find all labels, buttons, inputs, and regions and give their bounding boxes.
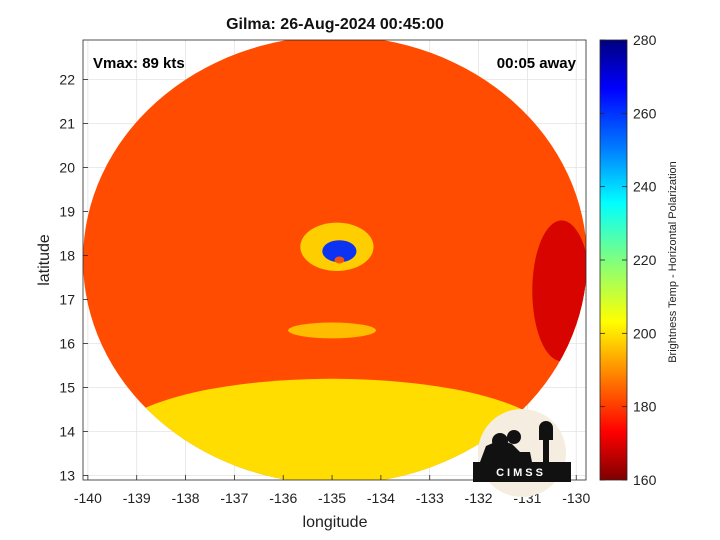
- y-axis-label: latitude: [36, 234, 53, 286]
- y-tick-label: 20: [59, 160, 75, 176]
- y-tick-label: 21: [59, 116, 75, 132]
- feature-eye: [334, 256, 345, 264]
- y-tick-label: 16: [59, 336, 75, 352]
- x-tick-label: -137: [220, 490, 248, 506]
- cimss-logo: CIMSS: [473, 409, 571, 497]
- colorbar-tick-label: 240: [633, 179, 657, 195]
- colorbar-tick-label: 180: [633, 399, 657, 415]
- x-axis-label: longitude: [303, 514, 368, 531]
- y-tick-label: 15: [59, 380, 75, 396]
- x-tick-label: -132: [465, 490, 493, 506]
- x-tick-label: -130: [562, 490, 590, 506]
- colorbar-ticks: 280 260 240 220 200 180 160: [600, 32, 657, 488]
- y-tick-label: 14: [59, 424, 75, 440]
- x-tick-label: -134: [367, 490, 395, 506]
- vmax-annotation: Vmax: 89 kts: [93, 55, 185, 72]
- y-tick-label: 19: [59, 204, 75, 220]
- x-tick-label: -138: [172, 490, 200, 506]
- colorbar-label: Brightness Temp - Horizontal Polarizatio…: [667, 161, 679, 363]
- time-away-annotation: 00:05 away: [497, 55, 577, 72]
- y-ticks: 13 14 15 16 17 18 19 20 21 22: [59, 72, 88, 484]
- colorbar-tick-label: 220: [633, 252, 657, 268]
- colorbar-tick-label: 160: [633, 472, 657, 488]
- chart-title: Gilma: 26-Aug-2024 00:45:00: [226, 16, 444, 33]
- x-tick-label: -135: [318, 490, 346, 506]
- logo-text: CIMSS: [496, 467, 546, 479]
- colorbar-tick-label: 200: [633, 325, 657, 341]
- y-tick-label: 17: [59, 292, 75, 308]
- y-tick-label: 18: [59, 248, 75, 264]
- plot-frame: [82, 39, 587, 481]
- x-tick-label: -139: [123, 490, 151, 506]
- x-tick-label: -136: [269, 490, 297, 506]
- y-tick-label: 22: [59, 72, 75, 88]
- colorbar: 280 260 240 220 200 180 160 Brightness Temp - …: [599, 32, 679, 488]
- feature-outer-band-south: [288, 322, 377, 339]
- colorbar-tick-label: 260: [633, 105, 657, 121]
- x-tick-label: -140: [74, 490, 102, 506]
- brightness-temp-swath: [83, 40, 586, 480]
- x-tick-label: -133: [416, 490, 444, 506]
- plot-area: -140 -139 -138 -137 -136 -135 -134 -133 -132 -131…: [59, 39, 590, 506]
- feature-eyewall-core: [322, 240, 357, 263]
- colorbar-tick-label: 280: [633, 32, 657, 48]
- y-tick-label: 13: [59, 468, 75, 484]
